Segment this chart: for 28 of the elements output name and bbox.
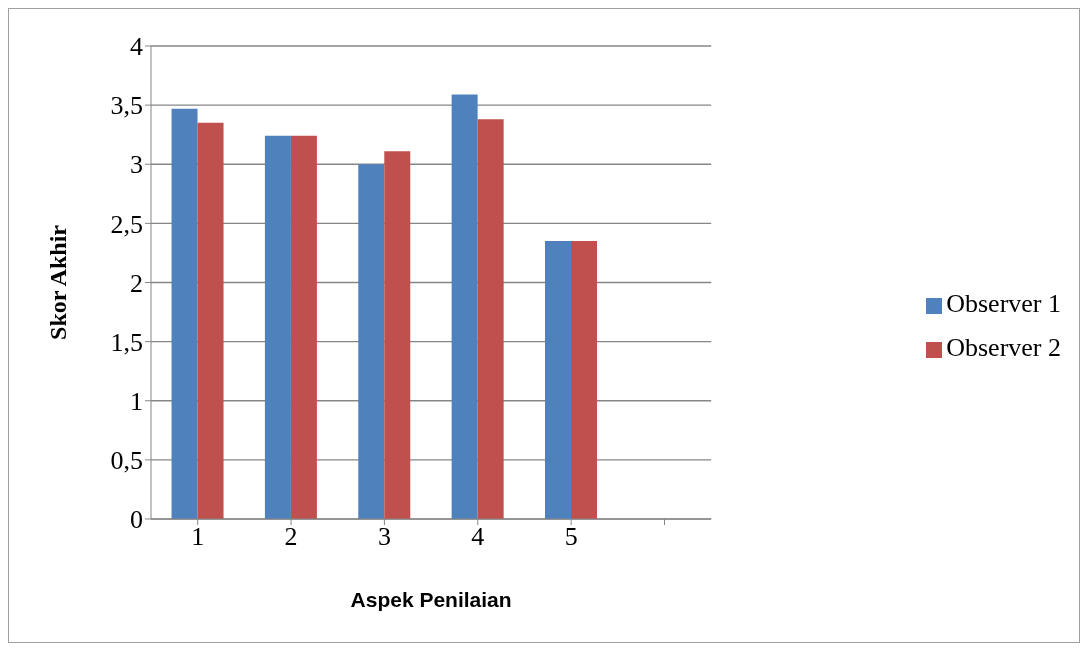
bar bbox=[384, 151, 411, 519]
y-tick-label: 2,5 bbox=[110, 209, 143, 239]
y-axis-title: Skor Akhir bbox=[44, 224, 71, 340]
y-tick-label: 2 bbox=[130, 268, 143, 298]
bar bbox=[571, 241, 598, 519]
x-tick-label: 2 bbox=[284, 522, 298, 552]
bar bbox=[197, 122, 224, 519]
bar bbox=[264, 135, 291, 519]
bar bbox=[545, 241, 572, 519]
x-tick-label: 5 bbox=[564, 522, 578, 552]
legend-label: Observer 1 bbox=[946, 288, 1061, 318]
x-tick-label: 4 bbox=[471, 522, 485, 552]
y-tick-label: 0,5 bbox=[110, 446, 143, 476]
bar bbox=[171, 108, 198, 519]
x-tick-label: 3 bbox=[377, 522, 391, 552]
bar bbox=[358, 164, 385, 519]
y-tick-label: 1 bbox=[130, 386, 143, 416]
y-tick-label: 3,5 bbox=[110, 91, 143, 121]
x-tick-label: 1 bbox=[191, 522, 205, 552]
x-axis-title: Aspek Penilaian bbox=[350, 588, 512, 611]
bar bbox=[477, 119, 504, 519]
legend-label: Observer 2 bbox=[946, 332, 1061, 362]
bar bbox=[451, 94, 478, 519]
y-tick-label: 0 bbox=[130, 505, 143, 535]
y-tick-label: 4 bbox=[130, 32, 143, 62]
y-tick-label: 3 bbox=[130, 150, 143, 180]
bar bbox=[290, 135, 317, 519]
y-tick-label: 1,5 bbox=[110, 327, 143, 357]
